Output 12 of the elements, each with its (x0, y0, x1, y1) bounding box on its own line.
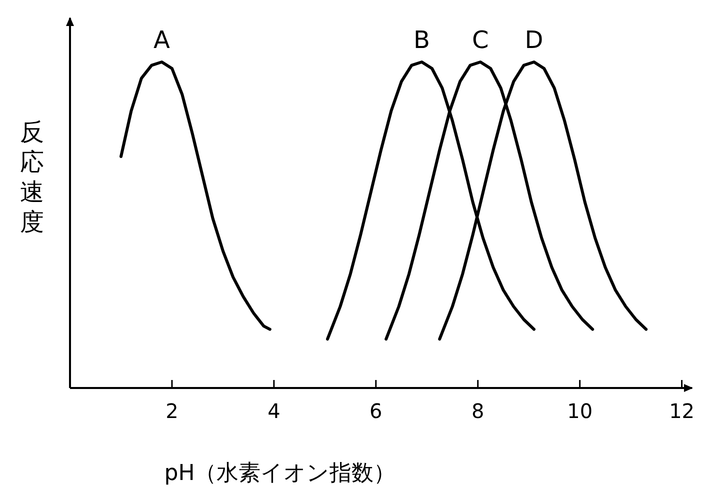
x-tick-label: 6 (370, 399, 382, 423)
y-axis-title: 反応速度 (20, 118, 44, 236)
x-tick-label: 10 (567, 399, 593, 423)
x-tick-label: 4 (268, 399, 280, 423)
x-tick-label: 8 (472, 399, 484, 423)
x-axis-title: pH（水素イオン指数） (164, 461, 396, 486)
series-label: C (472, 26, 489, 54)
series-label: D (524, 26, 544, 54)
series-label: A (154, 26, 171, 54)
x-tick-label: 12 (669, 399, 695, 423)
series-label: B (414, 26, 430, 54)
x-tick-label: 2 (166, 399, 178, 423)
